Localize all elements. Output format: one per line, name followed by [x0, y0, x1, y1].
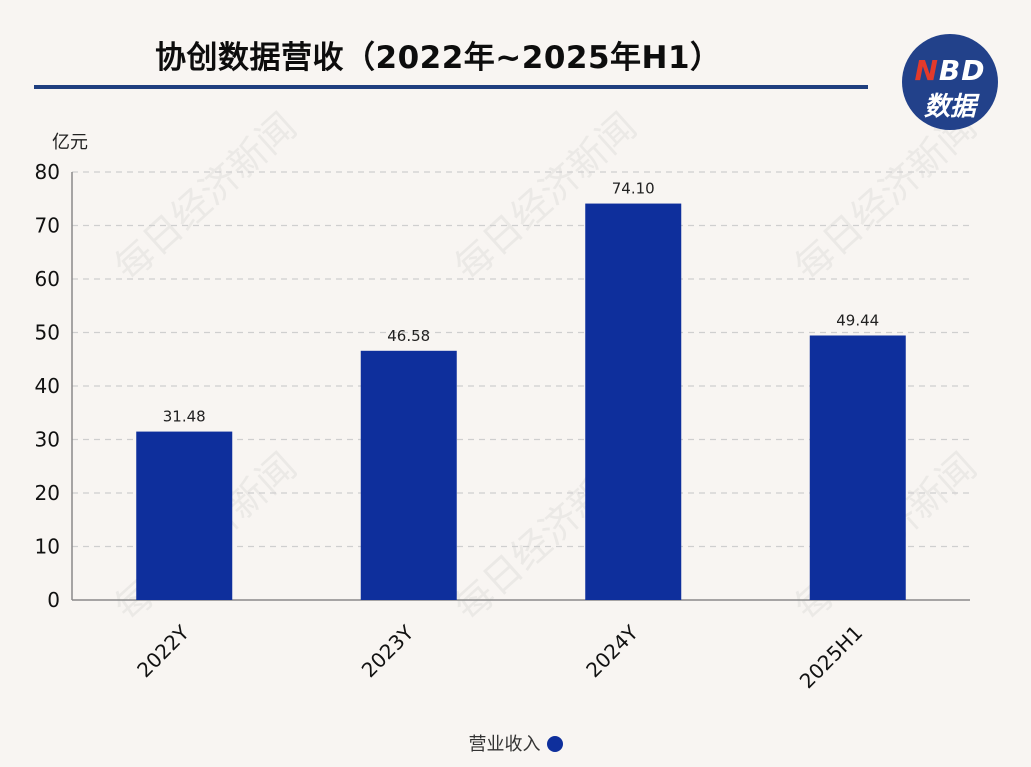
bar — [136, 431, 233, 600]
y-tick-label: 70 — [35, 214, 60, 238]
nbd-logo: NBD 数据 — [902, 34, 998, 130]
y-axis-unit: 亿元 — [52, 132, 88, 153]
bar — [585, 203, 682, 600]
y-tick-label: 10 — [35, 535, 60, 559]
x-tick-label: 2024Y — [581, 620, 643, 682]
logo-text-top: NBD — [914, 54, 986, 87]
legend-swatch — [546, 736, 563, 752]
x-tick-label: 2022Y — [132, 620, 194, 682]
y-tick-label: 20 — [35, 481, 60, 505]
bar-value-label: 49.44 — [836, 311, 879, 329]
bar-value-label: 31.48 — [163, 408, 206, 426]
legend-label: 营业收入 — [468, 734, 541, 755]
y-tick-label: 50 — [35, 321, 60, 345]
y-tick-label: 40 — [35, 374, 60, 398]
y-tick-label: 30 — [35, 428, 60, 452]
y-tick-label: 60 — [35, 267, 60, 291]
title-rule — [34, 85, 868, 89]
bar-value-label: 46.58 — [387, 327, 430, 345]
logo-text-bottom: 数据 — [923, 92, 976, 122]
x-tick-label: 2025H1 — [795, 621, 868, 694]
legend: 营业收入 — [0, 730, 1031, 756]
y-tick-label: 0 — [47, 588, 60, 612]
bar — [360, 350, 457, 600]
chart-title: 协创数据营收（2022年~2025年H1） — [155, 40, 722, 76]
x-tick-label: 2023Y — [357, 620, 419, 682]
bar — [809, 335, 906, 600]
y-tick-label: 80 — [35, 160, 60, 184]
bar-value-label: 74.10 — [612, 180, 655, 198]
